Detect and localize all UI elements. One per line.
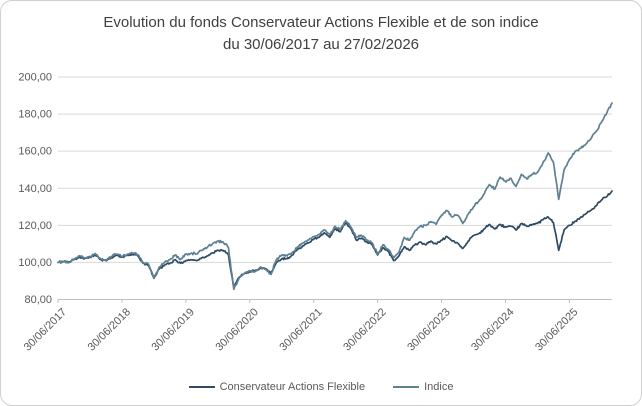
y-axis-label: 100,00: [18, 257, 52, 269]
legend-label-indice: Indice: [424, 381, 454, 393]
indice-line-swatch-icon: [393, 386, 420, 388]
chart-title: Evolution du fonds Conservateur Actions …: [1, 12, 641, 56]
fund-line-swatch-icon: [188, 386, 215, 388]
series-line-fund: [57, 190, 613, 289]
y-axis-label: 120,00: [18, 220, 52, 232]
y-axis-label: 160,00: [18, 146, 52, 158]
x-axis-label: 30/06/2025: [533, 306, 580, 353]
y-axis-label: 140,00: [18, 183, 52, 195]
legend-label-fund: Conservateur Actions Flexible: [219, 381, 366, 393]
legend-item-fund: Conservateur Actions Flexible: [188, 381, 366, 393]
x-axis-label: 30/06/2020: [213, 306, 260, 353]
x-axis-label: 30/06/2018: [86, 306, 133, 353]
chart-title-line2: du 30/06/2017 au 27/02/2026: [222, 36, 420, 53]
x-axis-label: 30/06/2019: [150, 306, 197, 353]
y-axis-label: 200,00: [18, 72, 52, 84]
x-axis-label: 30/06/2022: [341, 306, 388, 353]
chart-title-line1: Evolution du fonds Conservateur Actions …: [103, 14, 539, 31]
y-axis-label: 180,00: [18, 109, 52, 121]
x-axis-label: 30/06/2017: [22, 306, 69, 353]
y-axis-label: 80,00: [24, 294, 52, 306]
legend: Conservateur Actions Flexible Indice: [1, 381, 641, 393]
x-axis-label: 30/06/2021: [277, 306, 324, 353]
x-axis-label: 30/06/2023: [405, 306, 452, 353]
x-axis-label: 30/06/2024: [469, 306, 516, 353]
legend-item-indice: Indice: [393, 381, 453, 393]
series-line-indice: [57, 102, 613, 291]
